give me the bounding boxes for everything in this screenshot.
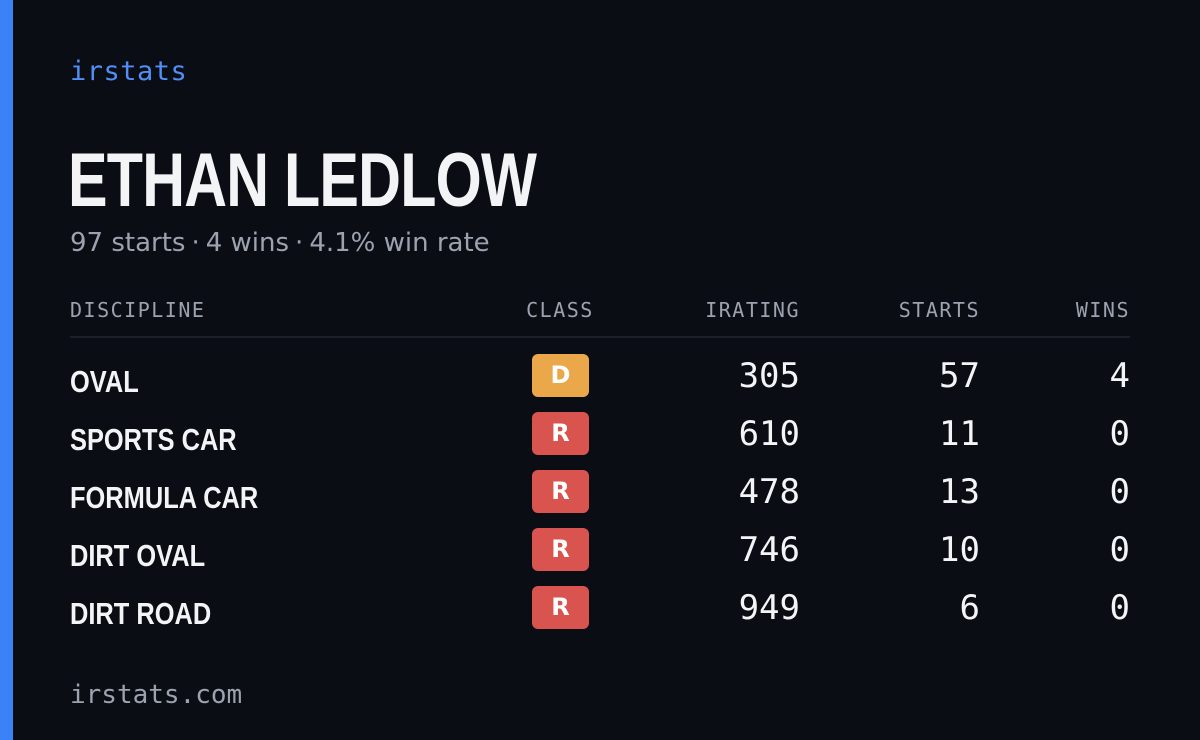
irating-value: 949 <box>738 588 800 628</box>
wins-value: 0 <box>1109 472 1130 512</box>
starts-value: 11 <box>939 414 980 454</box>
wins-value: 0 <box>1109 588 1130 628</box>
table-body: OVAL D 305 57 4 SPORTS CAR R 610 11 0 FO… <box>70 354 1130 644</box>
summary-separator: · <box>295 228 304 258</box>
starts-value: 57 <box>939 356 980 396</box>
discipline-name: DIRT ROAD <box>70 596 212 631</box>
header-class: CLASS <box>526 298 594 322</box>
table-row: OVAL D 305 57 4 <box>70 354 1130 412</box>
header-discipline: DISCIPLINE <box>70 298 206 322</box>
starts-value: 6 <box>959 588 980 628</box>
discipline-name: OVAL <box>70 364 139 399</box>
class-badge: R <box>532 470 589 513</box>
discipline-name: SPORTS CAR <box>70 422 237 457</box>
table-row: SPORTS CAR R 610 11 0 <box>70 412 1130 470</box>
class-badge: R <box>532 528 589 571</box>
irating-value: 746 <box>738 530 800 570</box>
table-row: DIRT OVAL R 746 10 0 <box>70 528 1130 586</box>
wins-value: 4 <box>1109 356 1130 396</box>
header-starts: STARTS <box>898 298 980 322</box>
discipline-name: DIRT OVAL <box>70 538 206 573</box>
brand-logo: irstats <box>70 56 188 87</box>
class-badge: R <box>532 586 589 629</box>
footer-url: irstats.com <box>70 680 243 710</box>
table-header: DISCIPLINE CLASS IRATING STARTS WINS <box>70 296 1130 338</box>
table-row: FORMULA CAR R 478 13 0 <box>70 470 1130 528</box>
discipline-name: FORMULA CAR <box>70 480 259 515</box>
summary-separator: · <box>191 228 200 258</box>
summary-starts: 97 starts <box>70 228 186 258</box>
table-row: DIRT ROAD R 949 6 0 <box>70 586 1130 644</box>
accent-bar <box>0 0 13 740</box>
summary-win-rate: 4.1% win rate <box>309 228 490 258</box>
wins-value: 0 <box>1109 414 1130 454</box>
driver-name: ETHAN LEDLOW <box>68 138 537 223</box>
driver-summary: 97 starts · 4 wins · 4.1% win rate <box>70 228 490 258</box>
class-badge: D <box>532 354 589 397</box>
header-irating: IRATING <box>705 298 800 322</box>
irating-value: 478 <box>738 472 800 512</box>
summary-wins: 4 wins <box>205 228 290 258</box>
class-badge: R <box>532 412 589 455</box>
irating-value: 305 <box>738 356 800 396</box>
wins-value: 0 <box>1109 530 1130 570</box>
discipline-table: DISCIPLINE CLASS IRATING STARTS WINS OVA… <box>70 296 1130 644</box>
header-wins: WINS <box>1075 298 1130 322</box>
starts-value: 13 <box>939 472 980 512</box>
irating-value: 610 <box>738 414 800 454</box>
starts-value: 10 <box>939 530 980 570</box>
